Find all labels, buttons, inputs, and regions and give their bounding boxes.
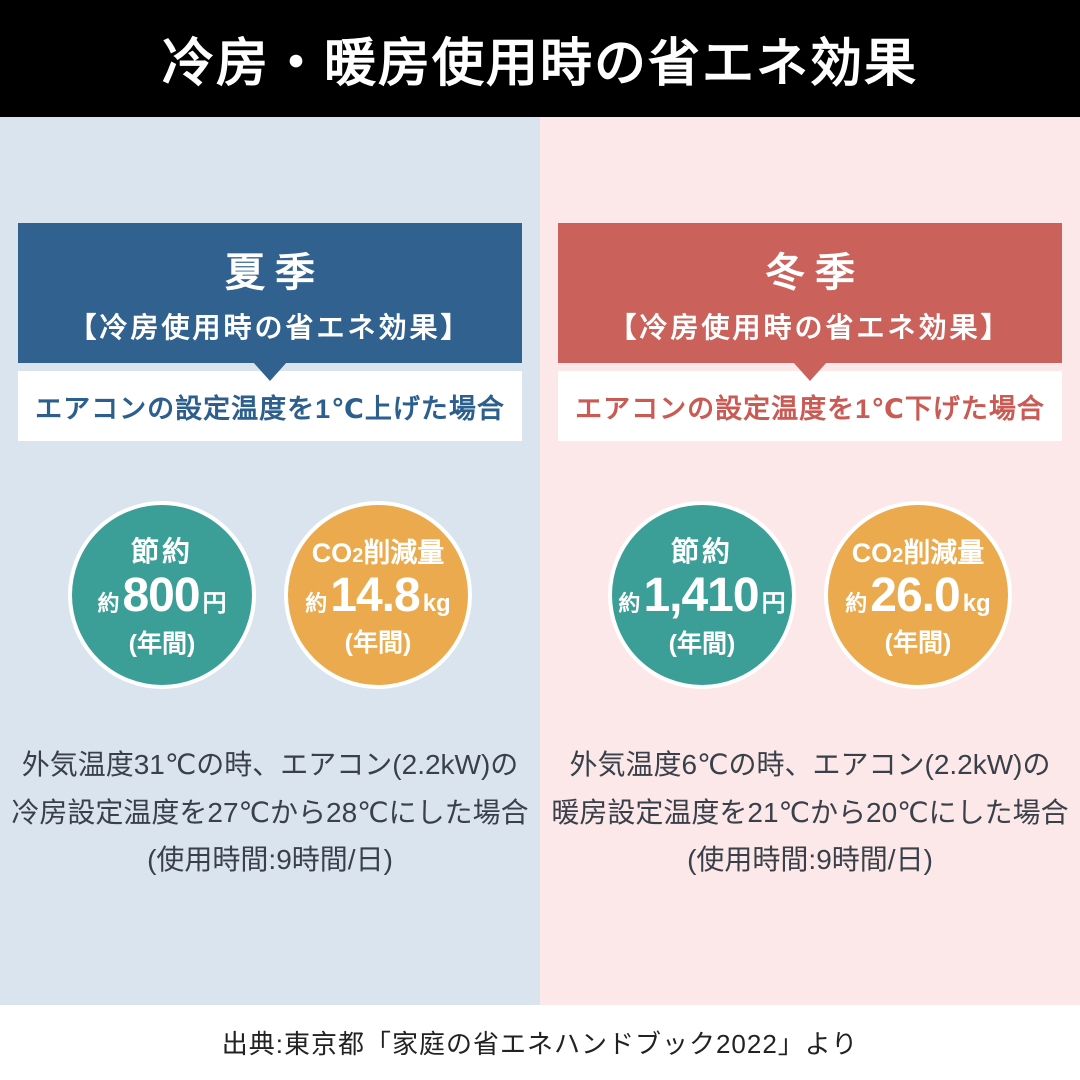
summer-savings-circle: 節約 約 800 円 (年間): [68, 501, 256, 689]
approx-prefix: 約: [97, 591, 120, 617]
summer-subtitle: 【冷房使用時の省エネ効果】: [68, 312, 472, 343]
savings-label: 節約: [130, 536, 193, 568]
winter-subtitle: 【冷房使用時の省エネ効果】: [608, 312, 1012, 343]
co2-value: 26.0: [870, 568, 960, 622]
co2-label-rest: 削減量: [363, 537, 445, 568]
co2-unit: kg: [962, 589, 991, 617]
co2-label-sub: 2: [352, 544, 364, 567]
savings-label: 節約: [670, 536, 733, 568]
co2-period: (年間): [884, 629, 952, 658]
winter-condition-bar: エアコンの設定温度を1℃下げた場合: [558, 371, 1062, 441]
winter-pointer-triangle: [793, 362, 827, 381]
note-line: (使用時間:9時間/日): [687, 844, 933, 876]
co2-label-sub: 2: [892, 544, 904, 567]
summer-condition-bar: エアコンの設定温度を1℃上げた場合: [18, 371, 522, 441]
co2-value: 14.8: [330, 568, 420, 622]
savings-period: (年間): [128, 629, 196, 658]
co2-label: CO2削減量: [852, 531, 985, 570]
approx-prefix: 約: [305, 590, 328, 616]
winter-co2-circle: CO2削減量 約 26.0 kg (年間): [824, 501, 1012, 689]
summer-co2-circle: CO2削減量 約 14.8 kg (年間): [284, 501, 472, 689]
summer-season-title: 夏季: [225, 251, 325, 295]
summer-pointer-triangle: [253, 362, 287, 381]
co2-period: (年間): [344, 629, 412, 658]
co2-label-co: CO: [851, 537, 893, 568]
winter-savings-circle: 節約 約 1,410 円 (年間): [608, 501, 796, 689]
approx-prefix: 約: [618, 591, 641, 617]
savings-value: 1,410: [643, 569, 759, 623]
summer-stat-circles: 節約 約 800 円 (年間) CO2削減量 約 14.8 kg (年間): [0, 501, 540, 689]
summer-header-box: 夏季 【冷房使用時の省エネ効果】: [18, 223, 522, 381]
source-footer: 出典:東京都「家庭の省エネハンドブック2022」より: [0, 1005, 1080, 1080]
winter-season-title: 冬季: [765, 251, 865, 295]
savings-unit: 円: [761, 590, 786, 618]
note-line: 冷房設定温度を27℃から28℃にした場合: [11, 796, 529, 828]
winter-stat-circles: 節約 約 1,410 円 (年間) CO2削減量 約 26.0 kg (年間): [540, 501, 1080, 689]
savings-amount: 約 800 円: [97, 569, 227, 623]
co2-label: CO2削減量: [312, 531, 445, 570]
title-bar: 冷房・暖房使用時の省エネ効果: [0, 0, 1080, 117]
note-line: 外気温度6℃の時、エアコン(2.2kW)の: [569, 749, 1051, 780]
savings-period: (年間): [668, 629, 736, 658]
note-line: 暖房設定温度を21℃から20℃にした場合: [551, 796, 1069, 828]
co2-label-co: CO: [311, 537, 353, 568]
page-title: 冷房・暖房使用時の省エネ効果: [161, 35, 918, 93]
winter-note: 外気温度6℃の時、エアコン(2.2kW)の 暖房設定温度を21℃から20℃にした…: [540, 741, 1080, 884]
savings-unit: 円: [202, 590, 227, 618]
co2-label-rest: 削減量: [903, 537, 985, 568]
winter-header-box: 冬季 【冷房使用時の省エネ効果】: [558, 223, 1062, 381]
note-line: (使用時間:9時間/日): [147, 844, 393, 876]
approx-prefix: 約: [845, 590, 868, 616]
co2-unit: kg: [422, 589, 451, 617]
savings-amount: 約 1,410 円: [618, 569, 786, 623]
savings-value: 800: [122, 569, 200, 623]
co2-amount: 約 26.0 kg: [845, 568, 991, 622]
note-line: 外気温度31℃の時、エアコン(2.2kW)の: [21, 749, 519, 780]
co2-amount: 約 14.8 kg: [305, 568, 451, 622]
summer-note: 外気温度31℃の時、エアコン(2.2kW)の 冷房設定温度を27℃から28℃にし…: [0, 741, 540, 884]
